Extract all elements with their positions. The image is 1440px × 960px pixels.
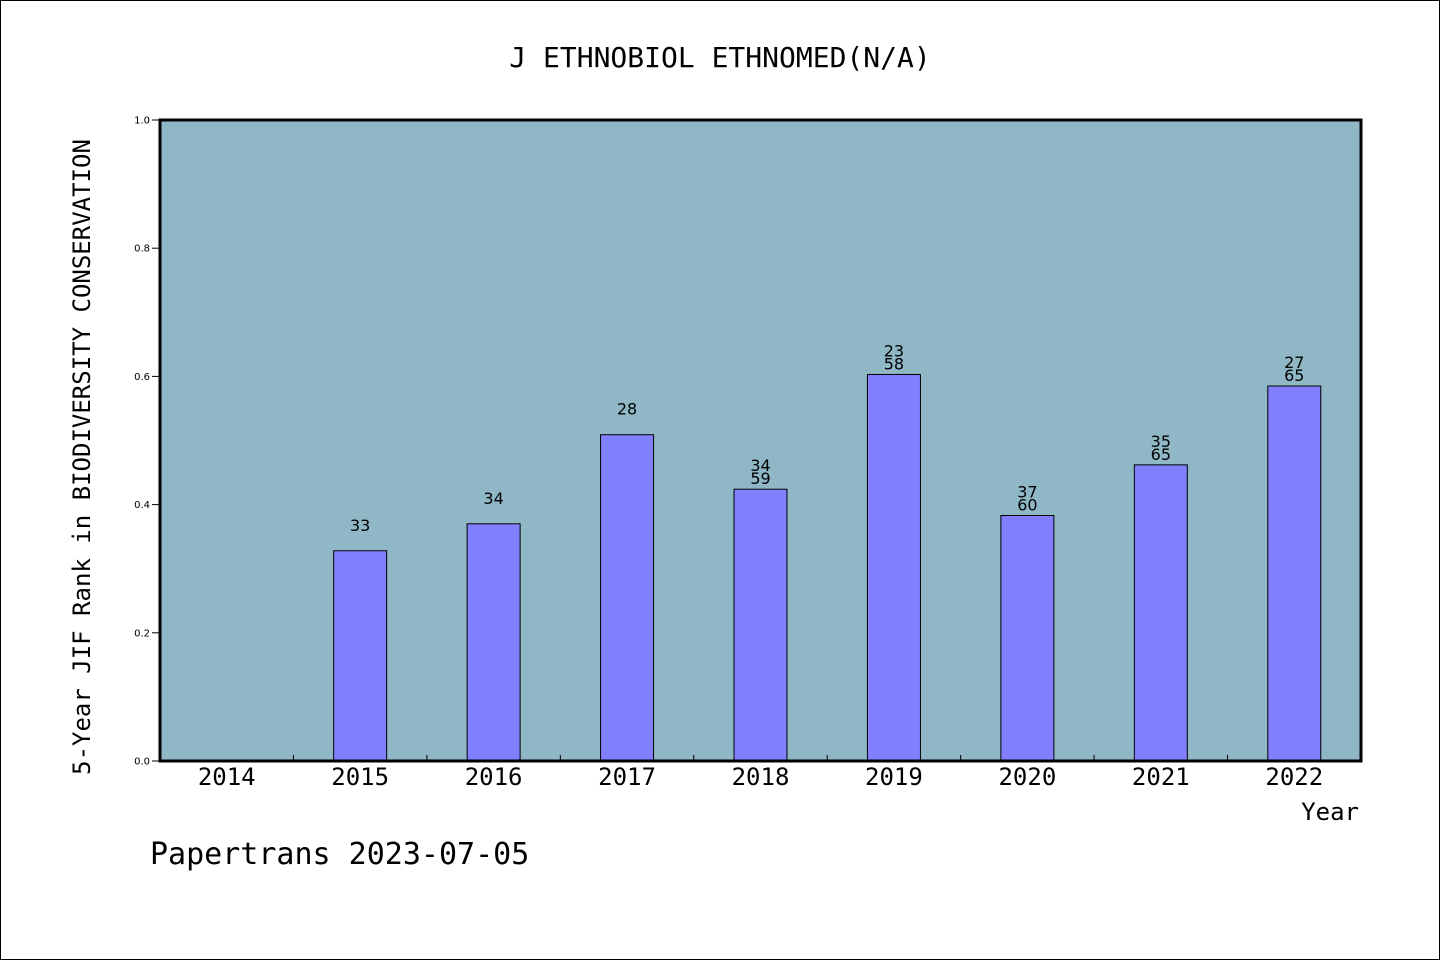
bar-data-label: 33 [350, 516, 370, 535]
bar [733, 488, 788, 762]
x-tick-label: 2019 [865, 763, 923, 791]
y-axis-ticks: 0.0 0.2 0.4 0.6 0.8 1.0 [134, 116, 160, 768]
x-tick-label: 2017 [598, 763, 656, 791]
y-axis-label: 5-Year JIF Rank in BIODIVERSITY CONSERVA… [68, 139, 96, 775]
bar-data-label: 27 [1284, 353, 1304, 372]
bar [466, 523, 521, 762]
bar-data-label: 58 [884, 354, 904, 373]
bar [600, 434, 655, 762]
x-tick-label: 2014 [198, 763, 256, 791]
x-tick-label: 2018 [732, 763, 790, 791]
y-tick-label: 0.6 [134, 372, 150, 383]
y-tick-label: 0.4 [134, 500, 150, 511]
x-tick-label: 2021 [1132, 763, 1190, 791]
bar-data-label: 59 [750, 469, 770, 488]
bar-data-label: 34 [750, 456, 770, 475]
y-tick-label: 0.2 [134, 628, 150, 639]
bar-data-label: 37 [1017, 482, 1037, 501]
bar-data-label: 35 [1151, 432, 1171, 451]
plot-border [158, 118, 1363, 763]
bar [1267, 385, 1322, 762]
bars-group [333, 373, 1322, 762]
bar-data-label: 23 [884, 341, 904, 360]
bar [866, 373, 921, 762]
chart-title: J ETHNOBIOL ETHNOMED(N/A) [509, 41, 930, 74]
x-axis-ticks: 2014 2015 2016 2017 2018 2019 2020 2021 2022 [198, 755, 1323, 791]
bar [1133, 464, 1188, 762]
x-tick-label: 2016 [465, 763, 523, 791]
footer-credit: Papertrans 2023-07-05 [150, 837, 529, 872]
bar-data-label: 28 [617, 400, 637, 419]
bar-data-label: 65 [1284, 366, 1304, 385]
bar-data-label: 34 [483, 489, 503, 508]
y-tick-label: 0.0 [134, 757, 150, 768]
y-tick-label: 0.8 [134, 244, 150, 255]
bar-data-label: 60 [1017, 495, 1037, 514]
bar [333, 550, 388, 762]
bar [1000, 514, 1055, 762]
x-tick-label: 2020 [998, 763, 1056, 791]
x-axis-label: Year [1301, 798, 1359, 826]
bar-data-label: 65 [1151, 445, 1171, 464]
x-tick-label: 2015 [331, 763, 389, 791]
x-tick-label: 2022 [1265, 763, 1323, 791]
y-tick-label: 1.0 [134, 116, 150, 127]
